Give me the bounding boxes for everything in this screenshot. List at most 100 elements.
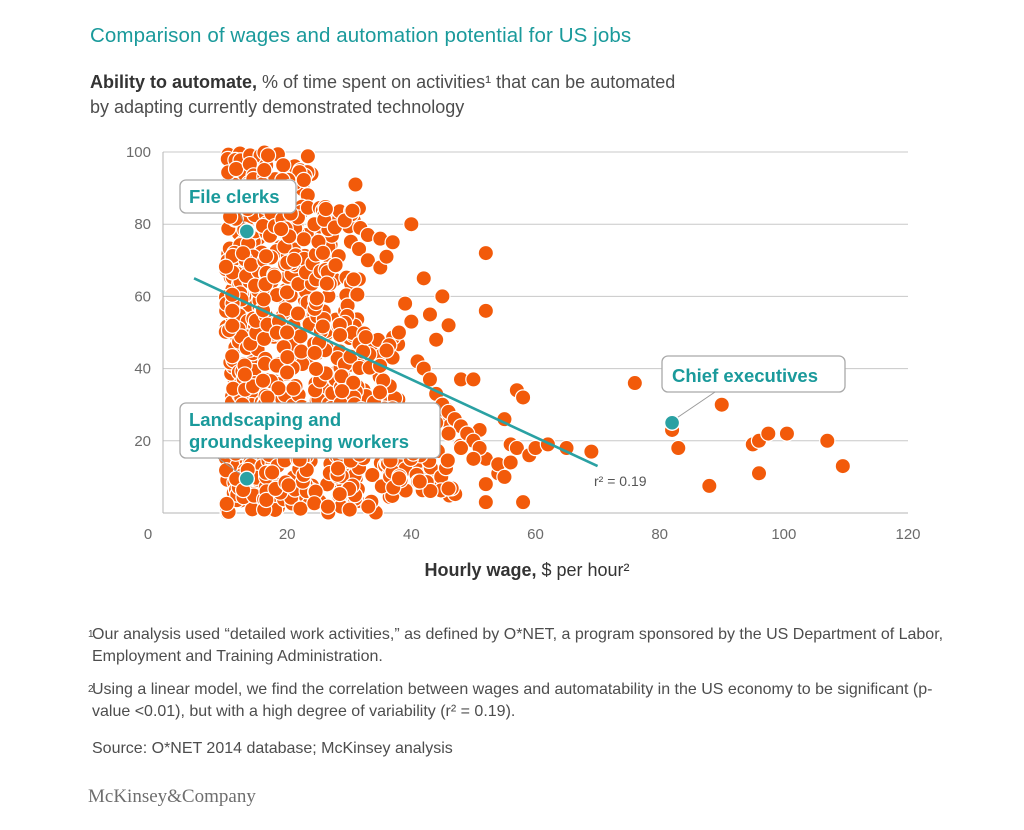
data-point xyxy=(278,324,296,341)
data-point xyxy=(452,439,470,457)
chart-title: Comparison of wages and automation poten… xyxy=(90,24,632,47)
data-point xyxy=(439,452,457,469)
data-point xyxy=(396,295,414,312)
data-point xyxy=(299,148,317,165)
data-point xyxy=(434,288,451,305)
data-point xyxy=(403,313,420,330)
data-point xyxy=(670,439,687,457)
data-point xyxy=(477,302,495,320)
mckinsey-logo: McKinsey&Company xyxy=(88,786,256,807)
data-point xyxy=(422,482,439,500)
data-point xyxy=(234,245,252,262)
y-tick-label-60: 60 xyxy=(134,288,151,305)
file-clerks-callout-box xyxy=(179,179,297,214)
trendline-group: r² = 0.19 xyxy=(193,277,647,489)
x-tick-label-100: 100 xyxy=(771,526,796,543)
x-axis-title-rest: $ per hour² xyxy=(536,560,630,580)
data-point xyxy=(292,500,309,517)
x-axis-title-bold: Hourly wage, xyxy=(424,560,537,580)
data-point xyxy=(626,374,644,392)
y-tick-label-20: 20 xyxy=(134,433,151,450)
landscaping-point xyxy=(238,470,256,487)
y-axis-title-rest: % of time spent on activities¹ that can … xyxy=(257,72,676,92)
data-point xyxy=(778,425,796,442)
data-point xyxy=(359,252,377,269)
data-point xyxy=(701,477,718,495)
data-point xyxy=(224,348,241,365)
data-point xyxy=(236,366,254,383)
data-point xyxy=(508,439,526,457)
footnote-2: 2 Using a linear model, we find the corr… xyxy=(88,679,968,723)
data-point xyxy=(218,495,235,513)
data-point xyxy=(390,470,408,487)
callouts: File clerks Chief executives Landscaping a… xyxy=(179,179,846,487)
data-point xyxy=(257,248,275,265)
data-point xyxy=(514,493,532,511)
data-point xyxy=(318,275,335,292)
x-tick-label-80: 80 xyxy=(651,526,668,543)
chief-executives-point xyxy=(663,414,681,431)
data-point xyxy=(280,477,297,494)
data-point xyxy=(477,244,495,262)
data-point xyxy=(514,389,532,406)
data-point xyxy=(295,171,313,189)
footnote-1: 1 Our analysis used “detailed work activ… xyxy=(88,624,968,668)
data-point xyxy=(327,257,344,274)
footnote-1-text: Our analysis used “detailed work activit… xyxy=(92,626,944,665)
file-clerks-point xyxy=(238,223,256,240)
data-point xyxy=(255,291,272,308)
data-point xyxy=(333,382,351,400)
y-tick-label-40: 40 xyxy=(134,361,151,378)
y-axis-title-line2: by adapting currently demonstrated techn… xyxy=(90,97,465,117)
data-point xyxy=(278,364,296,381)
chief-executives-callout-box xyxy=(661,355,846,393)
scatter-chart: 20 40 60 80 100 0 20 40 60 80 100 120 r² = 0.19 Fil… xyxy=(126,144,921,543)
data-point xyxy=(272,220,290,238)
data-point xyxy=(440,480,457,497)
chief-executives-label: Chief executives xyxy=(672,365,818,386)
data-point xyxy=(224,302,241,319)
data-point xyxy=(496,468,513,486)
data-point xyxy=(306,495,323,512)
x-tick-label-0: 0 xyxy=(144,526,152,543)
data-point xyxy=(384,234,401,251)
y-tick-label-100: 100 xyxy=(126,144,151,161)
data-point xyxy=(427,331,445,348)
data-point xyxy=(371,384,389,401)
data-point xyxy=(341,501,358,518)
data-point xyxy=(345,271,362,288)
data-point xyxy=(583,443,600,460)
data-point xyxy=(364,466,381,484)
data-point xyxy=(344,202,361,219)
data-point xyxy=(256,161,273,179)
x-tick-label-60: 60 xyxy=(527,526,544,543)
footnote-1-mark: 1 xyxy=(88,629,94,640)
data-point xyxy=(329,460,347,477)
data-point xyxy=(242,256,260,273)
data-point xyxy=(834,457,852,475)
data-point xyxy=(275,157,292,174)
data-point xyxy=(258,491,275,509)
data-point xyxy=(411,473,428,490)
data-point xyxy=(331,326,349,344)
chief-executives-leader xyxy=(676,391,716,419)
x-tick-label-20: 20 xyxy=(279,526,296,543)
file-clerks-label: File clerks xyxy=(189,186,280,207)
axis-ticks: 20 40 60 80 100 0 20 40 60 80 100 120 xyxy=(126,144,921,543)
data-point xyxy=(295,231,313,248)
landscaping-callout-box xyxy=(179,402,441,459)
y-axis-title-bold: Ability to automate, xyxy=(90,72,258,92)
data-point xyxy=(289,305,307,322)
data-point xyxy=(440,425,457,442)
data-point xyxy=(378,342,395,359)
data-point xyxy=(259,147,277,164)
data-point xyxy=(314,318,332,335)
landscaping-label-line1: Landscaping and xyxy=(189,409,341,430)
data-point xyxy=(357,328,374,346)
data-point xyxy=(306,344,323,362)
data-point xyxy=(314,244,332,262)
data-point xyxy=(403,215,420,233)
data-point xyxy=(477,475,495,493)
data-point xyxy=(285,380,302,397)
landscaping-label-line2: groundskeeping workers xyxy=(189,431,409,452)
